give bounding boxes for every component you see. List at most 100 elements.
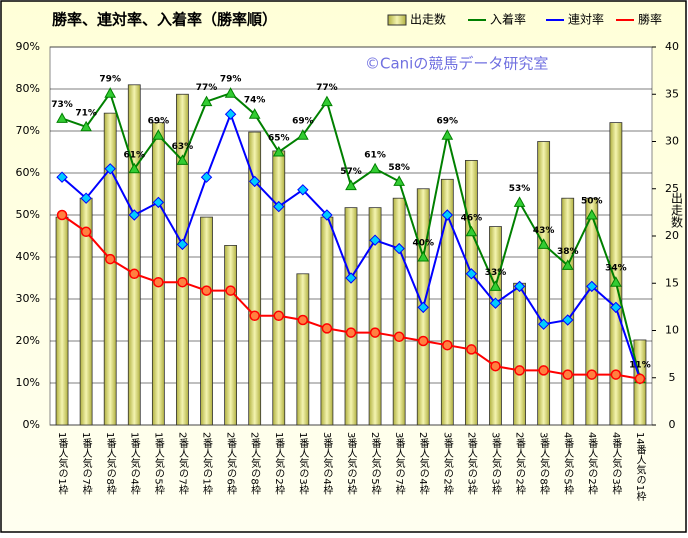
data-label: 11% [629,360,651,370]
marker [634,373,646,385]
x-tick-label: 4番人気の5枠 [562,432,574,496]
marker [297,184,309,196]
bar [561,197,575,426]
marker [514,365,525,376]
y-tick-label: 40% [16,250,40,263]
marker [417,335,429,347]
marker [585,208,598,220]
bar [127,84,141,426]
data-label: 38% [557,247,579,257]
x-tick-label: 4番人気の2枠 [586,432,598,496]
data-label: 74% [244,96,266,106]
marker [442,339,453,351]
data-label: 69% [148,117,170,127]
marker [321,95,333,107]
marker [466,344,477,355]
x-tick-label: 4番人気の3枠 [610,432,622,496]
data-label: 65% [268,134,290,144]
y-tick-label: 60% [16,166,40,179]
bar [368,207,382,426]
marker [176,154,189,165]
marker [417,250,430,262]
x-tick-label: 1番人気の2枠 [273,432,285,496]
x-tick-label: 2番人気の5枠 [369,432,381,496]
marker [56,171,68,183]
data-label: 58% [388,163,410,173]
marker [586,280,598,293]
marker [369,234,381,246]
x-tick-label: 1番人気の1枠 [56,432,68,496]
x-tick-label: 3番人気の7枠 [393,432,405,496]
data-label: 61% [124,150,146,160]
marker [465,268,478,280]
marker [153,276,164,288]
marker [393,242,405,255]
marker [441,129,454,140]
marker [321,209,333,221]
marker [562,369,573,380]
marker [200,171,213,183]
y2-tick-label: 25 [665,182,679,195]
marker [345,179,357,191]
data-label: 40% [412,239,434,249]
bar [609,122,623,426]
marker [610,301,622,314]
marker [513,196,526,207]
x-tick-label: 2番人気の4枠 [417,432,429,496]
marker [248,108,261,119]
y2-tick-label: 35 [665,87,679,100]
bar [513,282,526,426]
x-tick-label: 1番人気の7枠 [80,432,92,496]
marker [393,331,405,343]
marker [128,209,140,221]
bar [392,197,406,426]
data-label: 73% [51,100,73,110]
marker [537,238,550,249]
marker [537,318,550,330]
y-tick-label: 80% [16,82,40,95]
x-tick-label: 3番人気の4枠 [321,432,333,496]
y2-tick-label: 10 [665,324,679,337]
bar [176,93,189,426]
y-tick-label: 50% [16,208,40,221]
bar [489,226,502,426]
marker [200,95,213,107]
data-label: 77% [316,83,338,93]
marker [297,314,309,326]
y-tick-label: 10% [16,376,40,389]
x-tick-label: 1番人気の3枠 [297,432,309,496]
bar [272,150,286,426]
y-tick-label: 20% [16,334,40,347]
marker [273,200,285,213]
marker [561,259,574,270]
marker [345,272,357,284]
legend-label: 入着率 [490,12,526,27]
x-tick-label: 1番人気の8枠 [104,432,116,496]
marker [610,369,622,380]
legend-label: 出走数 [410,12,446,27]
y2-tick-label: 15 [665,276,679,289]
data-label: 46% [461,213,483,223]
data-label: 53% [509,184,531,194]
data-label: 79% [99,75,121,85]
y2-tick-label: 20 [665,229,679,242]
bar [585,197,599,426]
data-label: 43% [533,226,555,236]
marker [369,162,381,174]
bar [151,122,165,426]
marker [80,192,92,204]
data-label: 63% [172,142,194,152]
marker [129,268,140,280]
marker [152,129,165,140]
marker [586,369,598,380]
y2-tick-label: 40 [665,40,679,53]
legend-label: 勝率 [638,12,662,27]
bar [537,141,551,426]
marker [104,163,116,175]
marker [489,297,502,309]
marker [152,196,165,209]
marker [562,314,574,326]
marker [513,280,526,293]
